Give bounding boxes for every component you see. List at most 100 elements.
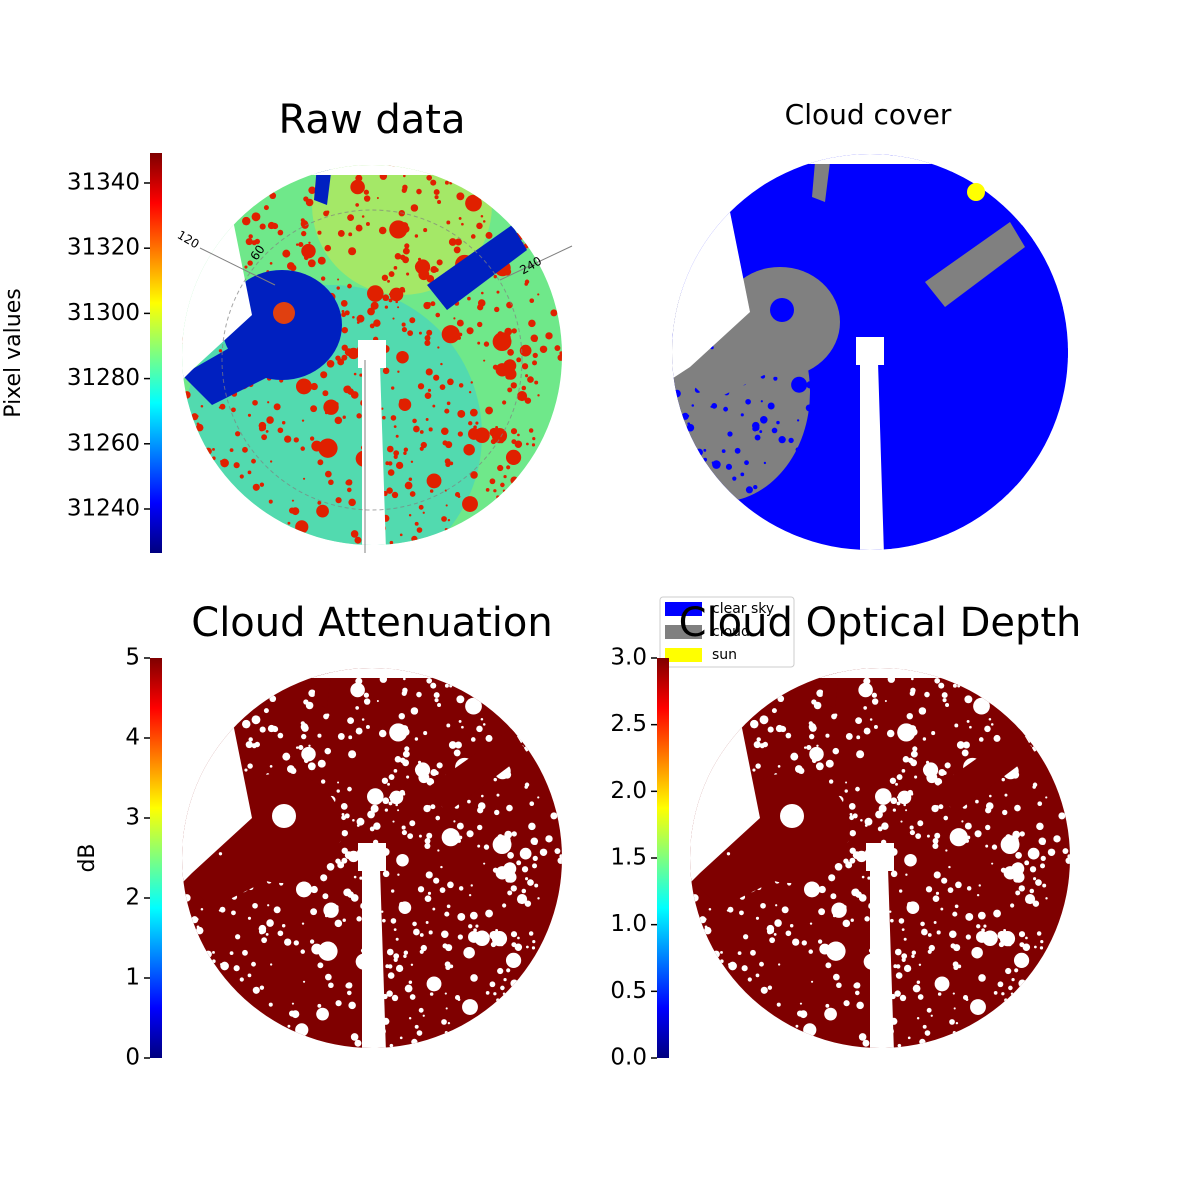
sky-dot (395, 461, 404, 470)
sky-dot (317, 500, 322, 505)
sky-dot (403, 451, 407, 455)
sky-dot (420, 441, 427, 449)
sky-dot (436, 762, 443, 769)
legend-swatch (665, 648, 702, 662)
sky-dot (259, 223, 266, 230)
sky-dot (965, 444, 977, 457)
sky-dot (437, 849, 440, 852)
sky-dot (344, 851, 353, 859)
sky-dot (318, 941, 338, 961)
sky-dot (806, 381, 814, 389)
sky-dot (977, 421, 981, 425)
sky-dot (993, 991, 998, 995)
sky-dot (356, 916, 362, 922)
sky-dot (726, 852, 731, 856)
sky-dot (244, 265, 248, 269)
sky-dot (514, 943, 523, 951)
sky-dot (909, 493, 916, 500)
sky-dot (926, 366, 934, 374)
sky-dot (353, 875, 357, 879)
sky-dot (242, 216, 251, 226)
sky-dot (426, 329, 433, 336)
sky-dot (418, 834, 422, 838)
sky-dot (468, 894, 472, 897)
sky-dot (720, 950, 723, 954)
sky-dot (335, 1000, 342, 1007)
sky-dot (317, 759, 326, 768)
sky-dot (428, 427, 433, 432)
sky-dot (1041, 841, 1046, 845)
sky-dot (528, 428, 534, 433)
sky-dot (229, 951, 234, 955)
sky-dot (412, 418, 417, 424)
sky-dot (367, 307, 375, 316)
sky-dot (930, 492, 934, 496)
sky-dot (852, 888, 860, 895)
sky-dot (809, 733, 815, 740)
sky-dot (845, 239, 854, 248)
sky-dot (454, 994, 461, 1001)
sky-dot (961, 820, 964, 823)
sky-dot (409, 491, 416, 497)
sky-dot (510, 428, 518, 435)
sky-dot (906, 326, 913, 333)
sky-dot (254, 238, 260, 245)
sky-dot (879, 406, 882, 410)
sky-dot (900, 820, 903, 823)
sky-dot (964, 499, 981, 516)
colorbar-tick-label: 1 (125, 965, 140, 991)
sky-dot (1040, 863, 1046, 869)
sky-dot (510, 979, 519, 988)
sky-dot (298, 744, 304, 751)
sky-dot (950, 943, 956, 949)
sky-dot (1025, 936, 1028, 940)
sky-dot (887, 264, 894, 271)
sky-dot (918, 262, 930, 274)
sky-dot (1011, 345, 1018, 353)
sky-dot (458, 383, 464, 388)
sky-dot (912, 746, 918, 752)
colorbar-tick-label: 3.0 (610, 645, 647, 671)
sky-dot (388, 796, 392, 799)
sky-dot (533, 338, 538, 342)
sky-dot (517, 936, 520, 940)
sky-dot (477, 341, 481, 345)
sky-dot (673, 389, 681, 398)
sky-dot (960, 381, 966, 386)
sky-dot (927, 949, 932, 954)
sky-dot (926, 834, 930, 838)
sky-dot (887, 293, 892, 298)
sky-dot (744, 460, 749, 466)
sky-dot (511, 831, 517, 837)
sky-dot (945, 459, 952, 466)
sky-dot (461, 222, 464, 226)
sky-dot (414, 1024, 419, 1029)
sky-dot (907, 757, 914, 764)
sky-dot (777, 765, 781, 768)
sky-dot (849, 812, 853, 816)
sky-dot (776, 420, 780, 425)
sky-dot (894, 948, 902, 956)
sky-dot (418, 1007, 424, 1013)
sky-dot (423, 228, 428, 233)
sky-dot (433, 374, 440, 381)
sky-dot (496, 793, 500, 797)
sky-dot (741, 226, 746, 231)
sky-dot (1015, 851, 1022, 859)
sky-dot (437, 346, 440, 349)
sky-dot (932, 895, 940, 902)
sky-dot (1029, 888, 1035, 894)
sky-dot (382, 918, 386, 923)
sky-dot (434, 698, 439, 703)
sky-dot (408, 1017, 412, 1020)
sky-dot (219, 906, 226, 913)
sky-dot (317, 459, 324, 466)
sky-dot (795, 1024, 799, 1028)
colorbar-tick-label: 0.5 (610, 978, 647, 1004)
sky-dot (229, 448, 234, 452)
sky-dot (1039, 946, 1044, 950)
sky-dot (359, 876, 363, 880)
sky-dot (301, 419, 305, 422)
colorbar-tick-label: 1.0 (610, 911, 647, 937)
sky-dot (282, 249, 291, 258)
